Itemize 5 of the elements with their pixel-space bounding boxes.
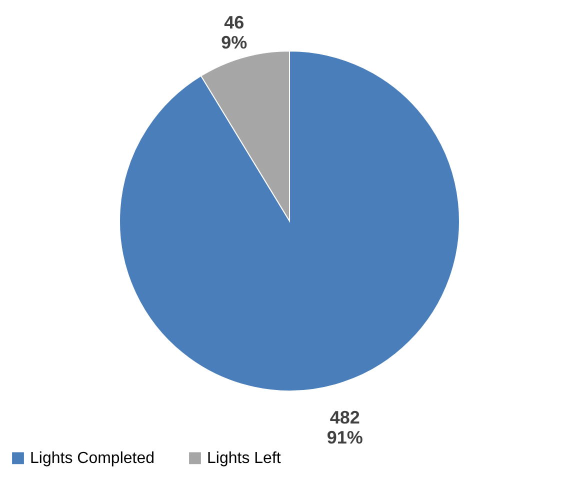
legend-label: Lights Left (207, 450, 282, 468)
data-label: 46 9% (221, 12, 248, 53)
pie-slice (119, 50, 460, 392)
data-label: 482 91% (326, 407, 363, 448)
legend-label: Lights Completed (30, 450, 155, 468)
